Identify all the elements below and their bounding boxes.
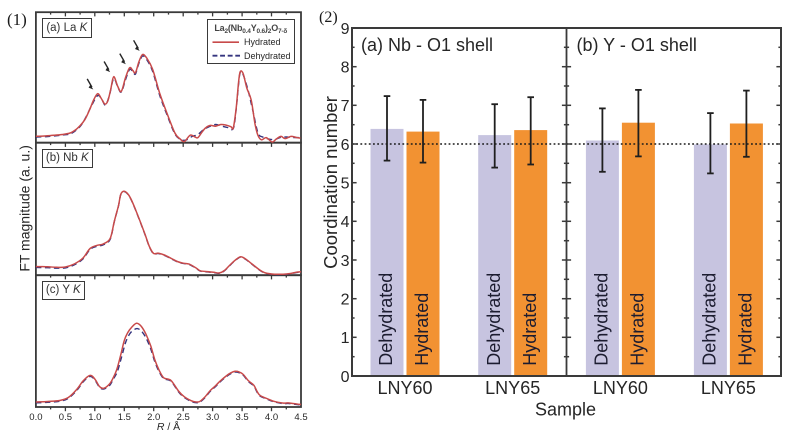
svg-text:4: 4 [341,214,350,231]
svg-text:1.5: 1.5 [118,412,131,423]
svg-text:5: 5 [341,176,350,193]
svg-text:LNY60: LNY60 [593,378,648,398]
svg-text:6: 6 [341,137,350,154]
svg-text:Hydrated: Hydrated [520,293,540,366]
svg-text:Dehydrated: Dehydrated [592,273,612,366]
svg-text:1.0: 1.0 [88,412,101,423]
svg-text:FT magnitude (a. u.): FT magnitude (a. u.) [17,145,33,272]
svg-text:1: 1 [341,330,350,347]
svg-text:2: 2 [341,292,350,309]
svg-text:7: 7 [341,98,350,115]
svg-text:8: 8 [341,60,350,77]
svg-text:9: 9 [341,21,350,38]
svg-text:3: 3 [341,253,350,270]
svg-text:Hydrated: Hydrated [412,293,432,366]
svg-text:0.5: 0.5 [59,412,72,423]
svg-text:LNY60: LNY60 [377,378,432,398]
svg-text:Coordination number: Coordination number [320,96,341,269]
svg-text:Hydrated: Hydrated [628,293,648,366]
svg-text:2.5: 2.5 [177,412,190,423]
svg-text:LNY65: LNY65 [701,378,756,398]
svg-text:Hydrated: Hydrated [736,293,756,366]
svg-text:0: 0 [341,369,350,386]
svg-text:LNY65: LNY65 [485,378,540,398]
svg-text:3.5: 3.5 [235,412,248,423]
svg-text:Sample: Sample [535,400,596,420]
svg-text:2.0: 2.0 [147,412,160,423]
svg-text:(b) Y - O1 shell: (b) Y - O1 shell [577,35,697,55]
svg-text:Dehydrated: Dehydrated [700,273,720,366]
svg-text:R / Å: R / Å [157,420,180,433]
svg-text:Dehydrated: Dehydrated [484,273,504,366]
svg-text:3.0: 3.0 [206,412,219,423]
svg-text:(a) Nb - O1 shell: (a) Nb - O1 shell [361,35,493,55]
svg-text:4.5: 4.5 [294,412,307,423]
svg-text:4.0: 4.0 [265,412,278,423]
svg-text:Dehydrated: Dehydrated [376,273,396,366]
svg-text:0.0: 0.0 [29,412,42,423]
